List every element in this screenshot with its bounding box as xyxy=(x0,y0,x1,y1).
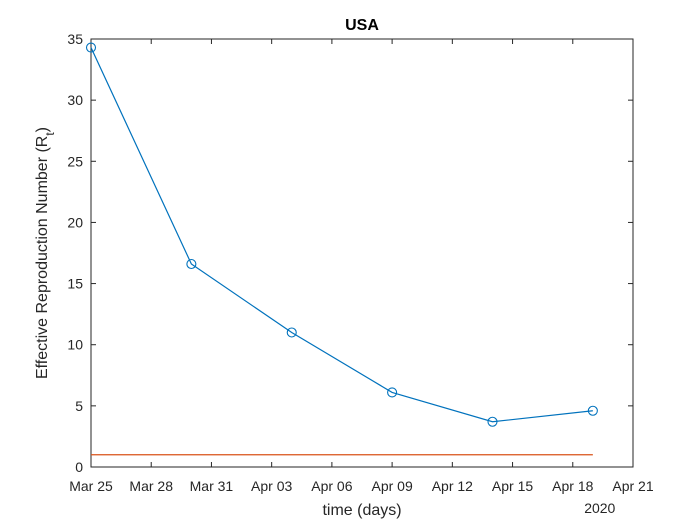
x-tick-label: Apr 03 xyxy=(251,478,292,494)
series-1-point xyxy=(487,416,498,427)
series-1-point xyxy=(587,405,598,416)
series-1-point xyxy=(286,327,297,338)
x-tick-label: Apr 12 xyxy=(432,478,473,494)
axes xyxy=(90,38,634,468)
y-tick-label: 5 xyxy=(75,398,83,414)
series-1-point xyxy=(85,42,97,53)
y-tick-label: 30 xyxy=(67,92,83,108)
x-tick-label: Mar 28 xyxy=(129,478,173,494)
y-axis-label-subscript: t xyxy=(43,132,57,136)
plot-area-box xyxy=(90,38,634,468)
y-tick-label: 15 xyxy=(67,276,83,292)
x-tick-label: Apr 18 xyxy=(552,478,593,494)
chart-title: USA xyxy=(345,17,379,34)
x-axis-year-label: 2020 xyxy=(584,500,615,516)
x-axis-label: time (days) xyxy=(322,502,401,519)
x-tick-label: Mar 31 xyxy=(190,478,234,494)
y-tick-label: 35 xyxy=(67,31,83,47)
x-axis-ticks: Mar 25 Mar 28 Mar 31 Apr 03 Apr 06 Apr 09 Apr … xyxy=(69,39,654,494)
y-axis-label-main: Effective Reproduction Number (R xyxy=(34,136,51,379)
series-1-point xyxy=(186,258,197,270)
x-tick-label: Apr 15 xyxy=(492,478,533,494)
y-axis-label-close: ) xyxy=(34,127,51,132)
series-1-point xyxy=(387,387,398,398)
y-axis-ticks: 0 5 10 15 20 25 30 35 xyxy=(67,31,633,475)
x-tick-label: Apr 21 xyxy=(612,478,653,494)
y-tick-label: 10 xyxy=(67,337,83,353)
y-tick-label: 0 xyxy=(75,459,83,475)
x-tick-label: Apr 06 xyxy=(311,478,352,494)
y-axis-label: Effective Reproduction Number (Rt) xyxy=(34,127,57,379)
y-tick-label: 20 xyxy=(67,214,83,230)
series-1-line xyxy=(90,47,593,423)
x-tick-label: Apr 09 xyxy=(371,478,412,494)
y-tick-label: 25 xyxy=(67,153,83,169)
x-tick-label: Mar 25 xyxy=(69,478,113,494)
series-layer xyxy=(85,42,598,456)
